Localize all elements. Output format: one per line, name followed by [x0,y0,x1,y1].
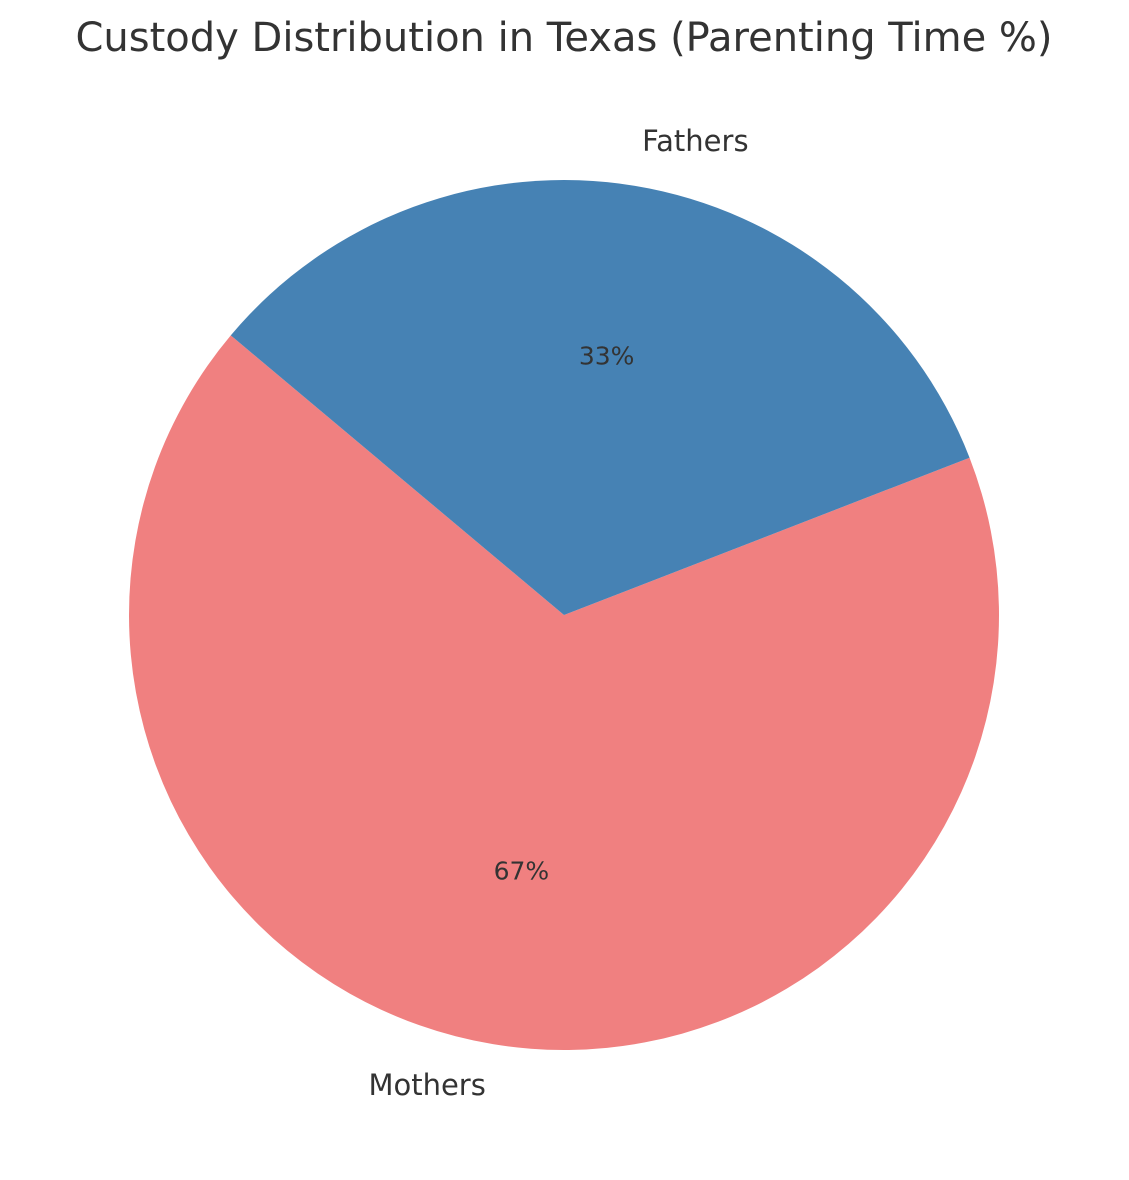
slice-label: Fathers [642,124,748,158]
slice-label: Mothers [368,1068,485,1102]
pie-slice [128,335,1000,1051]
pie-slice [230,180,970,616]
value-label: 67% [494,856,550,885]
value-label: 33% [579,342,635,371]
chart-title: Custody Distribution in Texas (Parenting… [75,15,1052,61]
